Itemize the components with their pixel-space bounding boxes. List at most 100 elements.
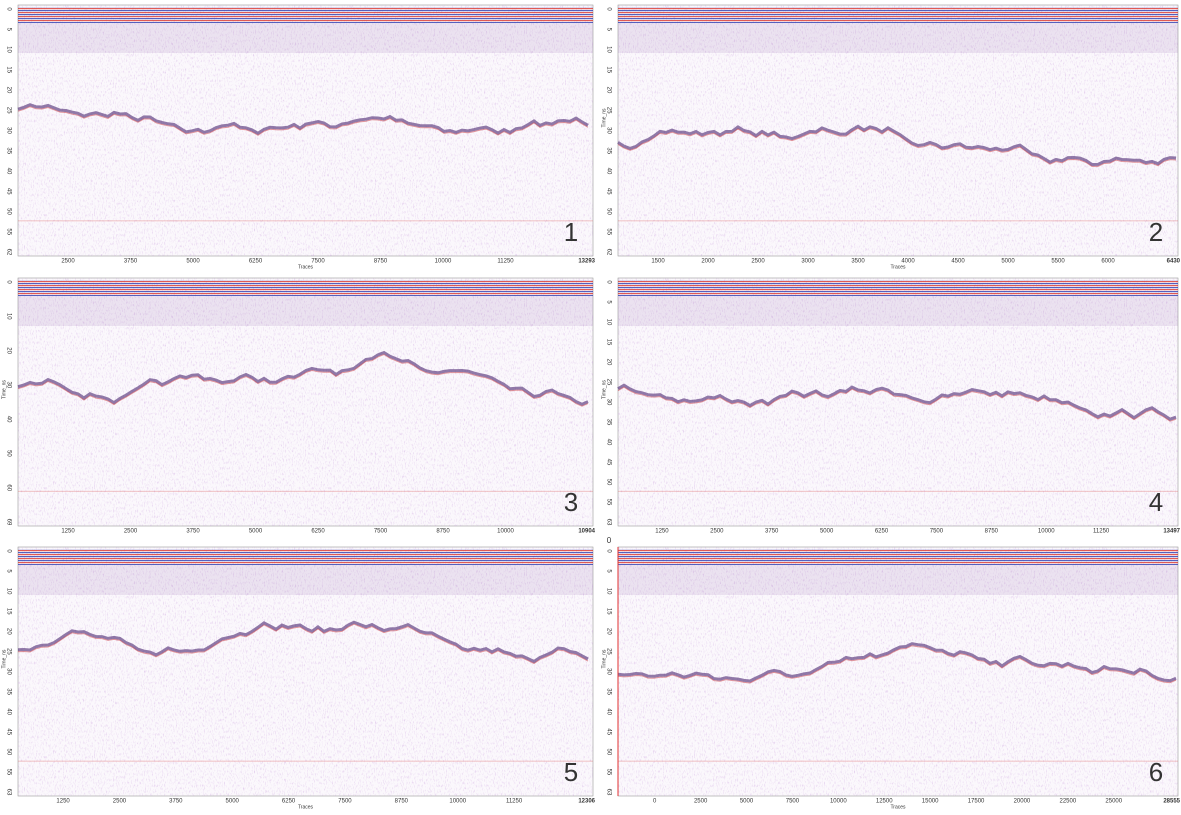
y-tick-label: 40 [605, 168, 611, 175]
y-tick-label: 45 [605, 188, 611, 195]
x-tick-label: 15000 [922, 799, 939, 805]
y-tick-label: 0 [5, 280, 11, 284]
y-tick-label: 0 [605, 549, 611, 553]
y-tick-label: 30 [5, 127, 11, 134]
y-tick-label: 20 [605, 87, 611, 94]
y-tick-label: 50 [5, 748, 11, 755]
surface-band-shade [18, 565, 593, 595]
y-tick-label: 0 [605, 7, 611, 11]
x-tick-label: 3000 [801, 259, 815, 265]
y-tick-label: 20 [5, 347, 11, 354]
y-tick-label: 50 [605, 479, 611, 486]
x-tick-label: 1250 [56, 799, 70, 805]
x-tick-label: 2500 [694, 799, 708, 805]
panel-number: 2 [1149, 217, 1163, 247]
x-tick-label: 5000 [820, 529, 834, 535]
x-tick-label: 0 [653, 799, 657, 805]
y-tick-label: 20 [605, 359, 611, 366]
x-tick-label: 7500 [930, 529, 944, 535]
y-tick-label: 45 [605, 728, 611, 735]
x-tick-label: 4500 [951, 259, 965, 265]
x-tick-label: 25000 [1105, 799, 1122, 805]
y-tick-label: 25 [605, 648, 611, 655]
x-tick-label: 6250 [875, 529, 889, 535]
y-tick-label: 50 [605, 748, 611, 755]
reflector-red [17, 106, 589, 136]
x-tick-label: 5000 [249, 529, 263, 535]
y-tick-label: 40 [605, 708, 611, 715]
surface-band-shade [18, 296, 593, 326]
reflector [17, 620, 589, 664]
x-tick-label: 10000 [435, 259, 452, 265]
reflector-red [17, 353, 589, 407]
x-tick-label: 6250 [282, 799, 296, 805]
x-tick-label: 6000 [1101, 259, 1115, 265]
surface-band-shade [618, 565, 1178, 595]
y-tick-label: 50 [5, 208, 11, 215]
y-tick-label: 15 [605, 66, 611, 73]
y-tick-label: 55 [5, 769, 11, 776]
x-tick-label: 1250 [655, 529, 669, 535]
x-tick-label: 8750 [436, 529, 450, 535]
x-tick-label: 8750 [395, 799, 409, 805]
y-tick-label: 35 [605, 419, 611, 426]
x-axis-label: Traces [298, 264, 314, 270]
surface-band [618, 7, 1178, 23]
noise-texture [618, 547, 1178, 796]
surface-band [18, 280, 593, 296]
x-tick-label: 6250 [311, 529, 325, 535]
y-tick-label: 35 [605, 147, 611, 154]
x-tick-label: 5000 [186, 259, 200, 265]
reflector [17, 350, 589, 406]
y-axis-label: Time_ns [601, 380, 607, 399]
x-tick-label: 8750 [374, 259, 388, 265]
x-tick-label: 2500 [113, 799, 127, 805]
x-tick-label: 11250 [506, 799, 523, 805]
radargram-panel: 0 5 10 15 20 25 30 35 40 45 50 55 62 2500 3750 5000 6250… [5, 4, 596, 270]
y-axis-label: Time_ns [1, 649, 7, 668]
y-tick-label: 63 [605, 789, 611, 796]
x-tick-label: 10000 [497, 529, 514, 535]
x-tick-label: 10000 [830, 799, 847, 805]
x-tick-label: 7500 [338, 799, 352, 805]
y-tick-label: 30 [5, 668, 11, 675]
x-tick-label: 4000 [901, 259, 915, 265]
y-tick-label: 40 [5, 416, 11, 423]
x-end-label: 13497 [1163, 529, 1180, 535]
x-axis-label: Traces [298, 804, 314, 810]
x-tick-label: 10000 [1038, 529, 1055, 535]
reflector-red [617, 127, 1177, 168]
y-tick-label: 0 [605, 280, 611, 284]
x-tick-label: 5000 [1001, 259, 1015, 265]
y-tick-label: 5 [605, 28, 611, 32]
x-tick-label: 7500 [374, 529, 388, 535]
y-tick-label: 55 [605, 499, 611, 506]
y-axis-label: Time_ns [601, 108, 607, 127]
y-tick-label: 10 [5, 588, 11, 595]
reflector-red [617, 645, 1177, 684]
x-tick-label: 2500 [710, 529, 724, 535]
y-tick-label: 10 [605, 588, 611, 595]
radargram-panel: 0 5 10 15 20 25 30 35 40 45 50 55 62 Time_ns 1500 2000 2… [601, 4, 1181, 270]
y-tick-label: 5 [605, 569, 611, 573]
x-tick-label: 17500 [968, 799, 985, 805]
y-tick-label: 30 [605, 668, 611, 675]
panel-number: 5 [564, 757, 578, 787]
x-tick-label: 5500 [1051, 259, 1065, 265]
y-tick-label: 30 [5, 382, 11, 389]
y-tick-label: 5 [605, 300, 611, 304]
y-tick-label: 63 [605, 519, 611, 526]
y-axis-label: Time_ns [1, 380, 7, 399]
x-tick-label: 2500 [124, 529, 138, 535]
x-tick-label: 3750 [169, 799, 183, 805]
y-tick-label: 10 [605, 319, 611, 326]
x-tick-label: 22500 [1059, 799, 1076, 805]
surface-band-shade [18, 23, 593, 53]
y-tick-label: 30 [605, 399, 611, 406]
y-tick-label: 15 [605, 339, 611, 346]
y-tick-label: 15 [605, 608, 611, 615]
y-tick-label: 62 [605, 249, 611, 256]
panel-number: 1 [564, 217, 578, 247]
y-tick-label: 15 [5, 66, 11, 73]
x-tick-label: 7500 [786, 799, 800, 805]
